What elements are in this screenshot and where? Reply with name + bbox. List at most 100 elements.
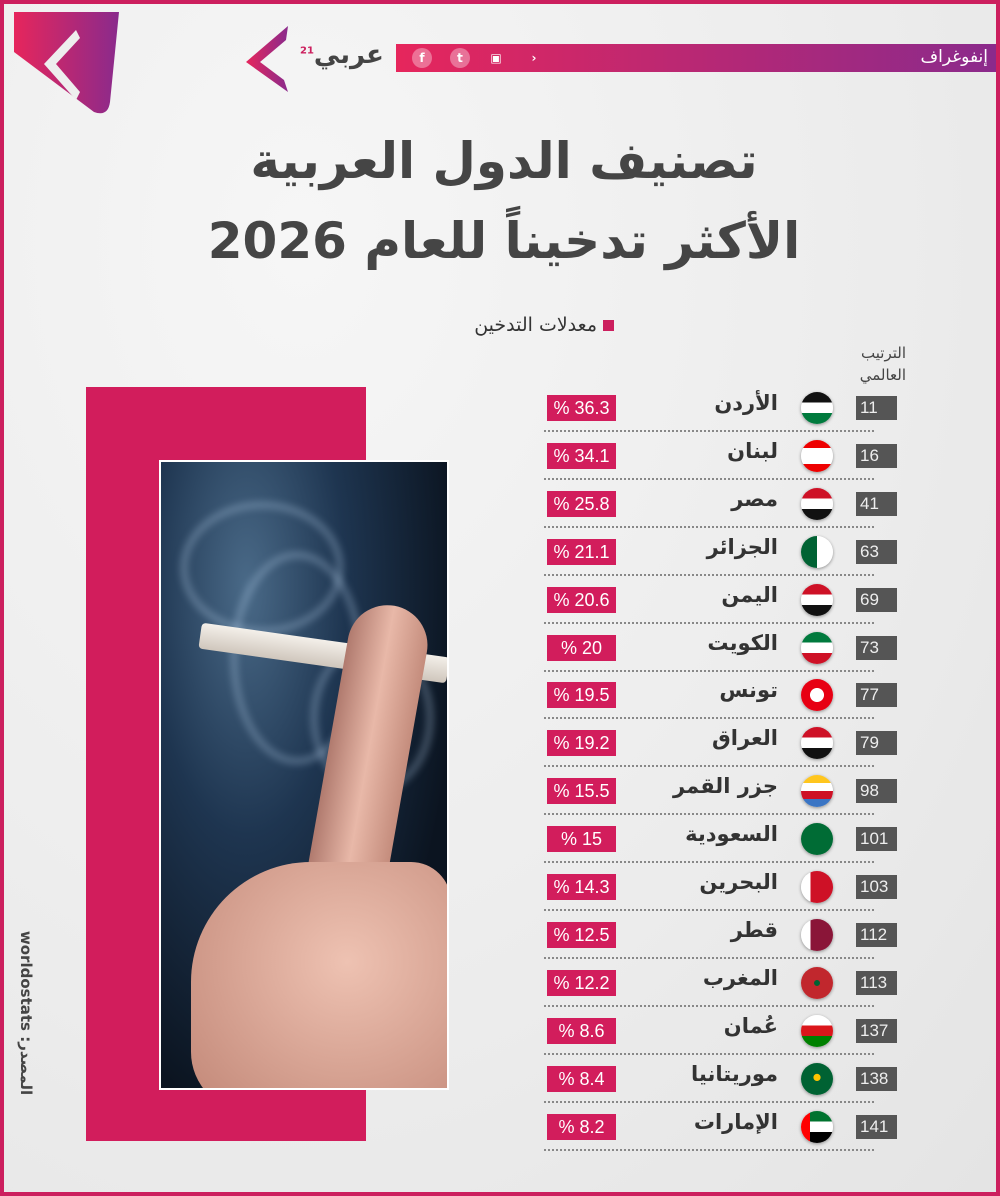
table-row: % 15.5 جزر القمر 98 (544, 770, 904, 816)
smoking-rate-value: % 15 (547, 826, 616, 853)
row-divider (544, 669, 874, 672)
row-divider (544, 477, 874, 480)
brand-logo-icon (246, 26, 288, 92)
smoking-rate-value: % 12.2 (547, 969, 616, 996)
table-row: % 8.2 الإمارات 141 (544, 1106, 904, 1151)
row-divider (544, 430, 874, 432)
world-rank: 63 (856, 539, 897, 564)
smoking-rate-value: % 20 (547, 634, 616, 661)
world-rank: 113 (856, 970, 897, 995)
country-name: الكويت (707, 630, 778, 655)
country-flag-icon (801, 966, 833, 999)
country-name: الأردن (714, 391, 778, 415)
legend: معدلات التدخين (404, 314, 614, 336)
table-row: % 12.2 المغرب 113 (544, 962, 904, 1007)
header-label: إنفوغراف (920, 47, 988, 67)
rank-header: الترتيب العالمي (834, 342, 906, 386)
country-flag-icon (801, 631, 833, 664)
header-bar: إنفوغراف f t ▣ ‹ (396, 44, 996, 72)
country-flag-icon (801, 535, 833, 568)
table-row: % 14.3 البحرين 103 (544, 866, 904, 911)
facebook-icon[interactable]: f (412, 48, 432, 68)
row-divider (544, 1052, 874, 1055)
row-divider (544, 1148, 874, 1151)
country-flag-icon (801, 775, 833, 808)
row-divider (544, 621, 874, 624)
world-rank: 11 (856, 396, 897, 420)
country-name: لبنان (727, 438, 778, 463)
smoking-rate-value: % 36.3 (547, 395, 616, 421)
row-divider (544, 1100, 874, 1103)
smoking-rate-value: % 8.4 (547, 1065, 616, 1092)
country-flag-icon (801, 1110, 833, 1143)
country-name: عُمان (723, 1013, 778, 1038)
smoking-rate-value: % 21.1 (547, 538, 616, 565)
table-row: % 25.8 مصر 41 (544, 483, 904, 528)
twitter-icon[interactable]: t (450, 48, 470, 68)
smoking-rate-value: % 8.2 (547, 1113, 616, 1140)
world-rank: 138 (856, 1066, 897, 1091)
cigarette-photo (159, 460, 449, 1090)
brand-text: عربي (313, 40, 384, 70)
row-divider (544, 909, 874, 911)
country-name: الجزائر (706, 534, 778, 559)
row-divider (544, 1004, 874, 1007)
country-flag-icon (801, 583, 833, 616)
smoking-rate-value: % 20.6 (547, 586, 616, 613)
world-rank: 41 (856, 491, 897, 516)
row-divider (544, 861, 874, 864)
country-name: اليمن (721, 582, 778, 607)
country-flag-icon (801, 487, 833, 520)
world-rank: 77 (856, 683, 897, 708)
world-rank: 137 (856, 1018, 897, 1043)
brand-chevron-icon: ‹ (531, 51, 537, 65)
world-rank: 79 (856, 731, 897, 756)
world-rank: 112 (856, 922, 897, 947)
smoking-rate-value: % 19.2 (547, 730, 616, 757)
brand-sup: 21 (300, 45, 314, 57)
country-name: العراق (712, 726, 778, 751)
country-flag-icon (801, 679, 833, 712)
country-flag-icon (801, 1062, 833, 1095)
smoking-rate-value: % 15.5 (547, 778, 616, 805)
row-divider (544, 765, 874, 768)
row-divider (544, 717, 874, 720)
table-row: % 8.4 موريتانيا 138 (544, 1058, 904, 1103)
smoking-rate-value: % 12.5 (547, 921, 616, 948)
table-row: % 36.3 الأردن 11 (544, 387, 904, 432)
world-rank: 101 (856, 827, 897, 852)
country-flag-icon (801, 439, 833, 472)
country-flag-icon (801, 1014, 833, 1047)
country-name: قطر (730, 917, 778, 942)
table-row: % 12.5 قطر 112 (544, 914, 904, 959)
title-line-2: الأكثر تدخيناً للعام 2026 (207, 212, 801, 270)
world-rank: 103 (856, 875, 897, 899)
smoking-rate-value: % 19.5 (547, 682, 616, 709)
brand-name: عربي21 (300, 40, 384, 70)
source-note: المصدر: worldostats (17, 930, 35, 1096)
table-row: % 21.1 الجزائر 63 (544, 531, 904, 576)
table-row: % 34.1 لبنان 16 (544, 435, 904, 480)
table-row: % 20 الكويت 73 (544, 627, 904, 672)
legend-label: معدلات التدخين (474, 314, 597, 336)
country-name: البحرين (699, 870, 778, 894)
world-rank: 16 (856, 443, 897, 468)
row-divider (544, 525, 874, 528)
smoking-rate-value: % 14.3 (547, 874, 616, 900)
smoking-rate-value: % 25.8 (547, 490, 616, 517)
country-name: مصر (731, 486, 778, 511)
country-flag-icon (801, 918, 833, 951)
smoking-rate-value: % 34.1 (547, 442, 616, 469)
world-rank: 141 (856, 1114, 897, 1139)
country-name: السعودية (685, 822, 778, 847)
country-flag-icon (801, 871, 833, 903)
youtube-icon[interactable]: ▣ (490, 51, 502, 65)
table-row: % 8.6 عُمان 137 (544, 1010, 904, 1055)
country-name: تونس (719, 678, 778, 703)
country-name: جزر القمر (673, 774, 778, 799)
world-rank: 69 (856, 587, 897, 612)
table-row: % 19.5 تونس 77 (544, 674, 904, 720)
rank-header-line-1: الترتيب (861, 344, 906, 362)
world-rank: 98 (856, 779, 897, 804)
